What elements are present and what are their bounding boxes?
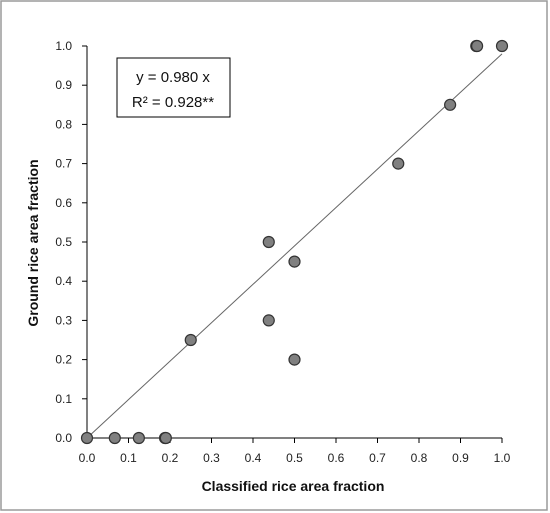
data-point bbox=[392, 157, 405, 170]
data-points bbox=[80, 39, 509, 445]
x-tick-label: 0.1 bbox=[120, 451, 137, 465]
x-tick-label: 0.6 bbox=[328, 451, 345, 465]
x-axis-title: Classified rice area fraction bbox=[202, 478, 385, 494]
y-tick-label: 0.4 bbox=[55, 274, 72, 288]
data-point bbox=[495, 39, 509, 53]
equation-box-frame bbox=[116, 57, 231, 118]
r-squared-text: R² = 0.928** bbox=[132, 94, 214, 111]
y-tick-label: 0.1 bbox=[55, 392, 72, 406]
data-point bbox=[288, 255, 301, 268]
equation-box: y = 0.980 x R² = 0.928** bbox=[116, 57, 231, 118]
data-point bbox=[262, 314, 275, 327]
data-point bbox=[108, 431, 121, 445]
x-tick-label: 0.7 bbox=[369, 451, 386, 465]
x-tick-label: 0.8 bbox=[411, 451, 428, 465]
y-tick-label: 0.8 bbox=[55, 117, 72, 131]
data-point bbox=[132, 431, 145, 445]
y-tick-label: 0.3 bbox=[55, 313, 72, 327]
y-tick-label: 0.5 bbox=[55, 235, 72, 249]
data-point bbox=[262, 235, 275, 249]
x-tick-label: 0.9 bbox=[452, 451, 469, 465]
data-point bbox=[184, 333, 197, 347]
x-tick-label: 0.3 bbox=[203, 451, 220, 465]
x-tick-label: 0.2 bbox=[162, 451, 179, 465]
trendline bbox=[86, 53, 503, 439]
data-point bbox=[80, 431, 94, 445]
data-point bbox=[471, 39, 484, 53]
data-point bbox=[444, 98, 457, 111]
x-tick-label: 0.4 bbox=[245, 451, 262, 465]
x-tick-label: 1.0 bbox=[494, 451, 511, 465]
data-point bbox=[159, 431, 172, 445]
y-tick-label: 0.0 bbox=[55, 431, 72, 445]
y-tick-label: 0.9 bbox=[55, 78, 72, 92]
y-axis: 0.0 0.1 0.2 0.3 0.4 0.5 0.6 0.7 0.8 0.9 1.0 bbox=[55, 39, 87, 445]
x-axis: 0.0 0.1 0.2 0.3 0.4 0.5 0.6 0.7 0.8 0.9 1.0 bbox=[79, 438, 511, 465]
x-tick-label: 0.5 bbox=[286, 451, 303, 465]
y-tick-label: 0.7 bbox=[55, 157, 72, 171]
data-point bbox=[288, 353, 301, 366]
y-tick-label: 0.2 bbox=[55, 353, 72, 367]
y-axis-title: Ground rice area fraction bbox=[25, 159, 41, 326]
y-tick-label: 1.0 bbox=[55, 39, 72, 53]
y-tick-label: 0.6 bbox=[55, 196, 72, 210]
x-tick-label: 0.0 bbox=[79, 451, 96, 465]
equation-text: y = 0.980 x bbox=[136, 69, 210, 86]
